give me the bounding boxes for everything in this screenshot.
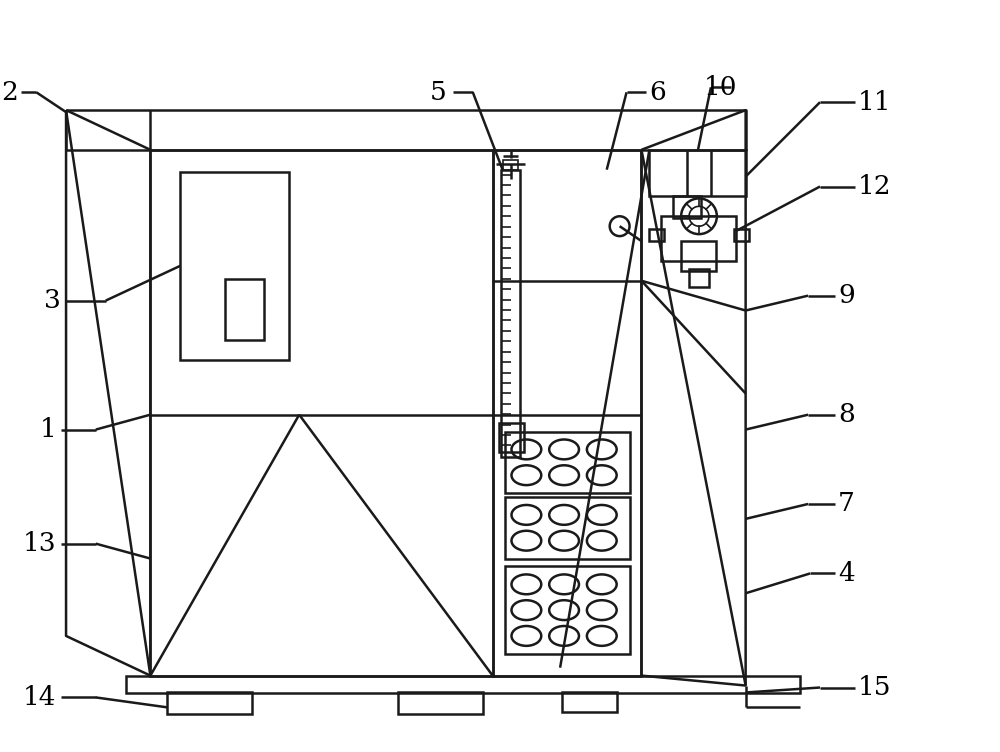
Bar — [398, 693, 483, 714]
Bar — [167, 693, 252, 714]
Text: 14: 14 — [23, 685, 56, 710]
Bar — [493, 150, 641, 675]
Bar — [126, 675, 800, 693]
Bar — [681, 241, 716, 271]
Bar — [661, 217, 736, 261]
Text: 12: 12 — [858, 174, 891, 199]
Text: 11: 11 — [858, 89, 891, 115]
Bar — [503, 159, 518, 170]
Text: 7: 7 — [838, 492, 855, 517]
Bar — [505, 497, 630, 559]
Bar — [689, 269, 709, 287]
Bar — [499, 423, 524, 453]
Bar — [673, 196, 701, 218]
Bar — [505, 566, 630, 653]
Bar — [150, 150, 493, 675]
Bar — [225, 279, 264, 341]
Bar — [734, 229, 749, 241]
Bar — [649, 150, 746, 196]
Text: 13: 13 — [23, 531, 56, 556]
Text: 6: 6 — [649, 80, 666, 105]
Bar — [505, 432, 630, 493]
Bar — [649, 229, 664, 241]
Text: 4: 4 — [838, 561, 855, 586]
Text: 3: 3 — [44, 288, 61, 313]
Text: 10: 10 — [704, 74, 738, 100]
Bar — [562, 693, 617, 712]
Bar — [180, 171, 289, 360]
Text: 1: 1 — [39, 417, 56, 442]
Text: 5: 5 — [429, 80, 446, 105]
Bar — [501, 170, 520, 457]
Text: 15: 15 — [858, 675, 891, 700]
Text: 8: 8 — [838, 402, 855, 427]
Text: 2: 2 — [2, 80, 18, 105]
Text: 9: 9 — [838, 284, 855, 308]
